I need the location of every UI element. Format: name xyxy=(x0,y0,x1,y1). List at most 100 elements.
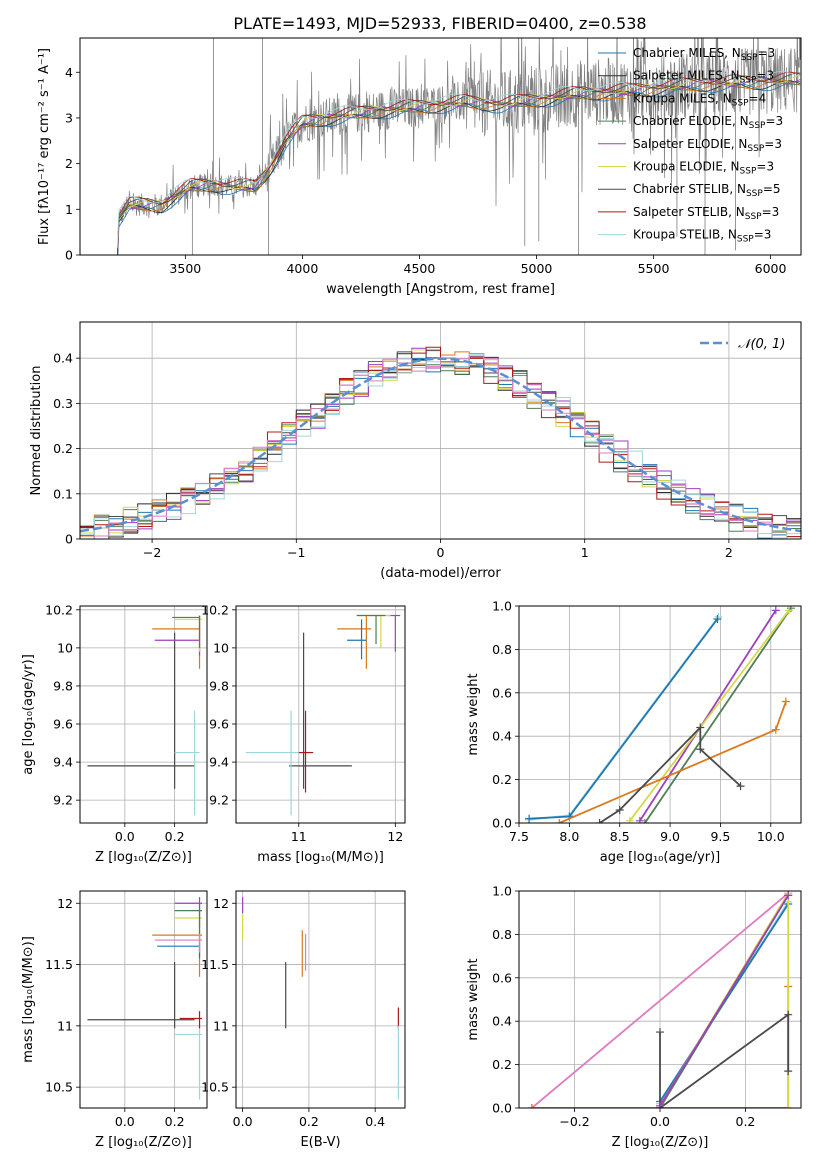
legend-label: Kroupa STELIB, NSSP=3 xyxy=(633,228,771,245)
weight-marker xyxy=(784,1104,793,1108)
model-line-7 xyxy=(117,71,801,253)
x-tick-label: 4500 xyxy=(404,261,436,276)
chart-panel-4: 11 12 9.2 9.4 9.6 9.8 10 10.2 mass [log₁₀(M/M⊙)] xyxy=(201,602,406,865)
weight-line-2 xyxy=(639,609,777,822)
x-tick-label: 0.0 xyxy=(115,1114,135,1129)
x-tick-label: 11 xyxy=(291,829,307,844)
y-tick-label: 9.8 xyxy=(53,678,73,693)
plot-area xyxy=(80,346,801,539)
axes-frame xyxy=(518,890,802,1109)
axes-frame xyxy=(235,605,406,824)
x-tick-label: 8.0 xyxy=(559,829,579,844)
weight-marker xyxy=(696,723,705,732)
x-tick-label: 3500 xyxy=(169,261,201,276)
y-tick-label: 0.4 xyxy=(492,729,512,744)
y-tick-label: 0.2 xyxy=(53,441,73,456)
y-axis-label: Flux [fλ10⁻¹⁷ erg cm⁻² s⁻¹ A⁻¹] xyxy=(37,48,52,245)
y-tick-label: 0.3 xyxy=(53,396,73,411)
y-tick-label: 0.0 xyxy=(492,816,512,831)
chart-panel-2: −2 −1 0 1 2 0 0.1 0.2 0.3 0.4 (data-model)/error No… xyxy=(29,321,802,581)
y-tick-label: 10 xyxy=(213,640,229,655)
x-tick-label: 5000 xyxy=(521,261,553,276)
weight-marker xyxy=(635,816,644,823)
weight-marker xyxy=(656,1028,664,1037)
normal-distribution-line xyxy=(80,357,801,533)
model-line-8 xyxy=(117,71,801,248)
y-tick-label: 11.5 xyxy=(201,957,229,972)
y-tick-label: 11.5 xyxy=(45,957,73,972)
x-axis-label: Z [log₁₀(Z/Z⊙)] xyxy=(95,850,192,865)
x-tick-label: 6000 xyxy=(755,261,787,276)
axes-frame xyxy=(79,37,802,256)
model-line-3 xyxy=(117,78,801,253)
weight-line-3 xyxy=(644,607,792,823)
x-tick-label: −0.2 xyxy=(559,1114,589,1129)
x-tick-label: 5500 xyxy=(638,261,670,276)
y-tick-label: 0.6 xyxy=(492,970,512,985)
y-tick-label: 11 xyxy=(57,1018,73,1033)
legend-label: Chabrier STELIB, NSSP=5 xyxy=(633,182,781,199)
y-tick-label: 9.8 xyxy=(209,678,229,693)
x-tick-label: 0.0 xyxy=(233,1114,253,1129)
weight-marker xyxy=(527,1104,536,1108)
y-tick-label: 0.1 xyxy=(53,486,73,501)
plot-area xyxy=(525,606,795,823)
x-axis-label: mass [log₁₀(M/M⊙)] xyxy=(257,850,384,865)
legend-label: 𝒩(0, 1) xyxy=(738,337,785,352)
legend-label: Chabrier ELODIE, NSSP=3 xyxy=(633,114,783,131)
x-axis-label: E(B-V) xyxy=(300,1135,340,1150)
x-tick-label: 0.2 xyxy=(736,1114,756,1129)
y-axis-label: mass weight xyxy=(466,958,481,1040)
weight-line-6 xyxy=(659,1012,790,1108)
legend-label: Salpeter MILES, NSSP=3 xyxy=(633,69,774,86)
y-tick-label: 0.4 xyxy=(492,1014,512,1029)
x-tick-label: −1 xyxy=(287,545,305,560)
y-tick-label: 0 xyxy=(65,532,73,547)
axes-frame xyxy=(79,890,208,1109)
axes-frame xyxy=(79,321,802,540)
y-tick-label: 0.6 xyxy=(492,685,512,700)
chart-panel-6: 0.0 0.2 10.5 11 11.5 12 Z [log₁₀(Z/Z⊙)] mass [l… xyxy=(21,890,208,1150)
chart-panel-7: 0.0 0.2 0.4 10.5 11 11.5 12 E(B-V) xyxy=(201,890,406,1150)
y-tick-label: 9.2 xyxy=(53,793,73,808)
y-axis-label: age [log₁₀(age/yr)] xyxy=(21,654,36,775)
weight-marker xyxy=(525,814,534,823)
x-axis-label: Z [log₁₀(Z/Z⊙)] xyxy=(612,1135,709,1150)
x-tick-label: 0.0 xyxy=(650,1114,670,1129)
legend-label: Chabrier MILES, NSSP=3 xyxy=(633,46,775,63)
x-axis-label: wavelength [Angstrom, rest frame] xyxy=(326,282,555,297)
plot-area xyxy=(87,615,203,816)
weight-marker xyxy=(713,615,722,624)
x-tick-label: 0.2 xyxy=(299,1114,319,1129)
histogram-series-7 xyxy=(80,346,801,539)
weight-marker xyxy=(625,816,634,823)
weight-marker xyxy=(736,782,745,791)
histogram-legend: 𝒩(0, 1) xyxy=(700,337,785,352)
weight-marker xyxy=(784,606,793,615)
weight-marker xyxy=(771,725,780,734)
chart-panel-1: 3500 4000 4500 5000 5500 6000 0 1 2 3 4 wavelength … xyxy=(37,37,802,297)
x-tick-label: 0.2 xyxy=(165,1114,185,1129)
y-tick-label: 10.5 xyxy=(45,1080,73,1095)
x-axis-label: (data-model)/error xyxy=(380,566,501,581)
x-tick-label: −2 xyxy=(143,545,161,560)
chart-panel-3: 0.0 0.2 9.2 9.4 9.6 9.8 10 10.2 Z [log₁₀(Z/Z⊙)] a… xyxy=(21,602,208,865)
weight-marker xyxy=(771,606,780,615)
y-tick-label: 9.6 xyxy=(209,717,229,732)
weight-line-4 xyxy=(629,609,790,822)
legend-label: Salpeter STELIB, NSSP=3 xyxy=(633,205,779,222)
y-tick-label: 4 xyxy=(65,65,73,80)
x-tick-label: 0.4 xyxy=(365,1114,385,1129)
y-tick-label: 0.8 xyxy=(492,927,512,942)
chart-panel-5: 7.5 8.0 8.5 9.0 9.5 10.0 0.0 0.2 0.4 0.6 0.8 1.0 age… xyxy=(466,599,802,865)
weight-marker xyxy=(784,1010,793,1019)
weight-marker xyxy=(784,891,793,900)
weight-marker xyxy=(656,1101,664,1108)
y-tick-label: 1.0 xyxy=(492,884,512,899)
y-tick-label: 10.5 xyxy=(201,1080,229,1095)
y-tick-label: 0.4 xyxy=(53,351,73,366)
spectrum-legend: Chabrier MILES, NSSP=3 Salpeter MILES, NS… xyxy=(598,46,783,245)
x-tick-label: 9.0 xyxy=(660,829,680,844)
legend-label: Kroupa ELODIE, NSSP=3 xyxy=(633,160,774,177)
